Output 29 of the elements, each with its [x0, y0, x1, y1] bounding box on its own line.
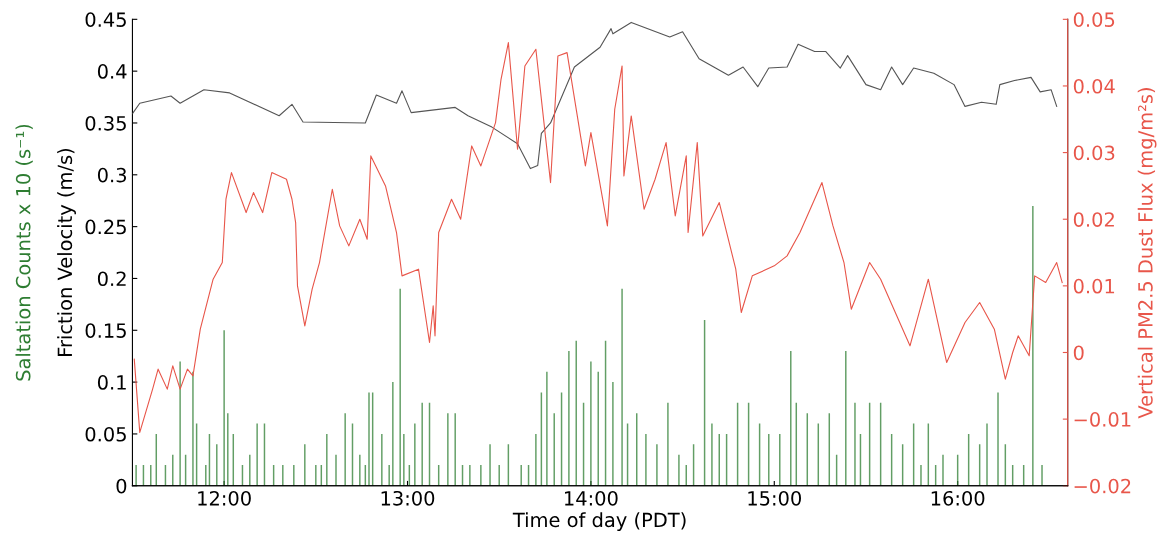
x-tick-label: 16:00 [931, 490, 985, 506]
y2-tick-label: 0.01 [1073, 278, 1115, 294]
y2-tick-label: 0.03 [1073, 145, 1115, 161]
line-series [133, 42, 1063, 434]
y2-tick-label: −0.02 [1074, 478, 1131, 494]
y2-tick-label: 0 [1073, 345, 1084, 361]
x-tick-label: 12:00 [198, 490, 251, 506]
y-tick-label: 0.15 [85, 323, 126, 338]
x-tick-label: 13:00 [381, 490, 435, 506]
y-tick-label: 0 [116, 478, 127, 494]
y2-axis-title: Vertical PM2.5 Dust Flux (mg/m²s) [1137, 88, 1157, 419]
y-tick-label: 0.05 [85, 426, 126, 442]
x-axis-title: Time of day (PDT) [512, 512, 686, 532]
x-tick-label: 15:00 [748, 490, 801, 506]
text: Saltation Counts x 10 (s⁻¹) [15, 124, 33, 381]
y-tick-label: 0.3 [97, 167, 127, 183]
y-tick-label: 0.4 [97, 64, 127, 79]
y2-tick-label: 0.02 [1073, 212, 1114, 227]
y-tick-label: 0.25 [85, 219, 126, 235]
y-axis-title: Friction Velocity (m/s) [57, 148, 76, 356]
y-tick-label: 0.2 [97, 271, 126, 287]
y2-tick-label: 0.04 [1073, 78, 1115, 94]
y-tick-label: 0.45 [85, 12, 126, 27]
x-tick-label: 14:00 [565, 490, 618, 506]
line-series [132, 21, 1058, 170]
y2-tick-label: −0.01 [1074, 412, 1131, 427]
y-tick-label: 0.1 [97, 375, 126, 390]
y2-tick-label: 0.05 [1073, 12, 1115, 27]
y-tick-label: 0.35 [85, 115, 126, 131]
